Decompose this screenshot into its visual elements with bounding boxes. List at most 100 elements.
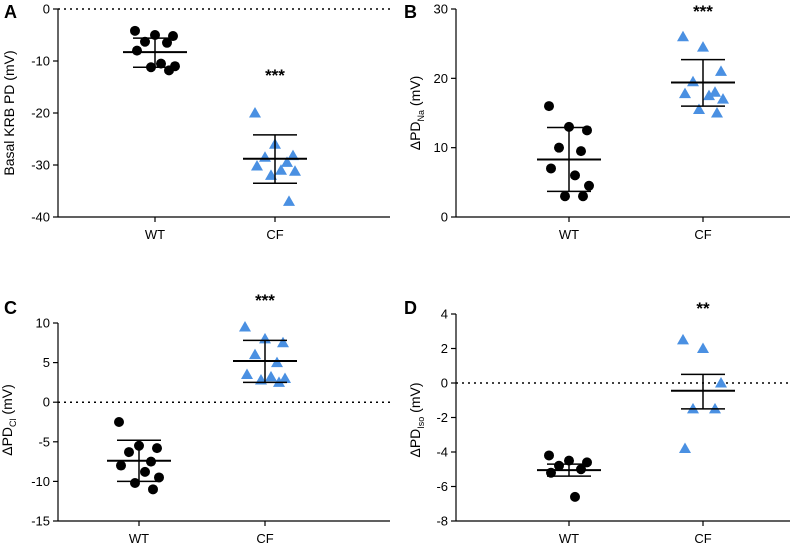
data-point bbox=[679, 442, 691, 454]
series-cf bbox=[671, 333, 735, 454]
data-point bbox=[554, 460, 564, 471]
data-point bbox=[584, 180, 594, 191]
series-cf bbox=[671, 30, 735, 118]
y-tick-label: -8 bbox=[436, 514, 448, 529]
series-cf bbox=[233, 320, 297, 387]
significance-marker: *** bbox=[265, 66, 285, 85]
data-point bbox=[249, 107, 261, 118]
data-point bbox=[560, 191, 570, 202]
x-tick-label-cf: CF bbox=[694, 227, 711, 242]
series-wt bbox=[107, 417, 171, 495]
data-point bbox=[239, 320, 251, 332]
y-axis-title: ΔPDCl (mV) bbox=[0, 384, 18, 456]
data-point bbox=[124, 447, 134, 458]
data-point bbox=[679, 87, 691, 99]
x-tick-label-wt: WT bbox=[145, 227, 165, 242]
data-point bbox=[287, 149, 299, 161]
y-tick-label: -10 bbox=[31, 54, 50, 69]
data-point bbox=[709, 86, 721, 97]
data-point bbox=[570, 491, 580, 502]
significance-marker: *** bbox=[693, 2, 713, 21]
data-point bbox=[148, 484, 158, 495]
panel-letter: B bbox=[404, 2, 417, 22]
y-tick-label: -40 bbox=[31, 210, 50, 225]
data-point bbox=[693, 103, 705, 115]
panel-letter: D bbox=[404, 298, 417, 318]
data-point bbox=[703, 89, 715, 101]
y-tick-label: 5 bbox=[43, 355, 50, 370]
series-wt bbox=[537, 450, 601, 502]
data-point bbox=[265, 370, 277, 382]
panel-a: A 0 -10 -20 -30 -40 WT CF Basal KRB PD (mV) *** bbox=[1, 2, 390, 242]
y-tick-label: -5 bbox=[38, 434, 50, 449]
panel-d: D 4 2 0 -2 -4 -6 -8 WT CF ΔPDIso (mV) ** bbox=[404, 298, 790, 546]
data-point bbox=[154, 472, 164, 483]
data-point bbox=[277, 336, 289, 348]
data-point bbox=[554, 142, 564, 153]
data-point bbox=[249, 348, 261, 360]
data-point bbox=[677, 333, 689, 345]
panel-b: B 0 10 20 30 WT CF ΔPDNa (mV) *** bbox=[404, 2, 790, 242]
data-point bbox=[265, 169, 277, 180]
y-tick-label: 10 bbox=[36, 316, 50, 331]
y-tick-label: 10 bbox=[434, 140, 448, 155]
data-point bbox=[116, 460, 126, 471]
data-point bbox=[130, 25, 140, 36]
series-wt bbox=[123, 25, 187, 76]
y-tick-label: -4 bbox=[436, 445, 448, 460]
data-point bbox=[289, 165, 301, 176]
data-point bbox=[241, 368, 253, 379]
y-axis-title: ΔPDIso (mV) bbox=[407, 382, 426, 457]
data-point bbox=[677, 30, 689, 42]
data-point bbox=[546, 163, 556, 174]
panel-letter: C bbox=[4, 298, 17, 318]
y-tick-label: 2 bbox=[441, 341, 448, 356]
data-point bbox=[697, 342, 709, 353]
y-tick-label: 30 bbox=[434, 2, 448, 17]
x-tick-label-cf: CF bbox=[266, 227, 283, 242]
data-point bbox=[544, 450, 554, 461]
data-point bbox=[687, 75, 699, 87]
y-tick-label: 0 bbox=[43, 395, 50, 410]
data-point bbox=[544, 101, 554, 112]
series-wt bbox=[537, 101, 601, 202]
y-tick-label: -6 bbox=[436, 479, 448, 494]
data-point bbox=[251, 160, 263, 171]
x-tick-label-wt: WT bbox=[559, 531, 579, 546]
data-point bbox=[156, 58, 166, 69]
data-point bbox=[715, 377, 727, 388]
panel-letter: A bbox=[4, 2, 17, 22]
data-point bbox=[140, 466, 150, 477]
data-point bbox=[132, 45, 142, 56]
data-point bbox=[140, 36, 150, 47]
data-point bbox=[711, 107, 723, 118]
x-tick-label-cf: CF bbox=[256, 531, 273, 546]
data-point bbox=[283, 195, 295, 206]
data-point bbox=[697, 41, 709, 52]
data-point bbox=[130, 477, 140, 488]
y-tick-label: -15 bbox=[31, 514, 50, 529]
data-point bbox=[162, 37, 172, 48]
data-point bbox=[578, 191, 588, 202]
data-point bbox=[715, 65, 727, 76]
y-tick-label: -2 bbox=[436, 410, 448, 425]
data-point bbox=[152, 443, 162, 454]
y-tick-label: 20 bbox=[434, 71, 448, 86]
y-tick-label: 0 bbox=[441, 210, 448, 225]
x-tick-label-wt: WT bbox=[559, 227, 579, 242]
data-point bbox=[717, 93, 729, 104]
y-tick-label: 4 bbox=[441, 307, 448, 322]
y-axis-title: ΔPDNa (mV) bbox=[407, 76, 426, 151]
data-point bbox=[259, 151, 271, 162]
data-point bbox=[114, 417, 124, 427]
y-tick-label: 0 bbox=[43, 2, 50, 17]
series-cf bbox=[243, 107, 307, 206]
significance-marker: *** bbox=[255, 291, 275, 310]
x-tick-label-cf: CF bbox=[694, 531, 711, 546]
data-point bbox=[582, 457, 592, 468]
data-point bbox=[279, 372, 291, 383]
data-point bbox=[275, 164, 287, 175]
y-tick-label: -30 bbox=[31, 158, 50, 173]
y-tick-label: -10 bbox=[31, 474, 50, 489]
